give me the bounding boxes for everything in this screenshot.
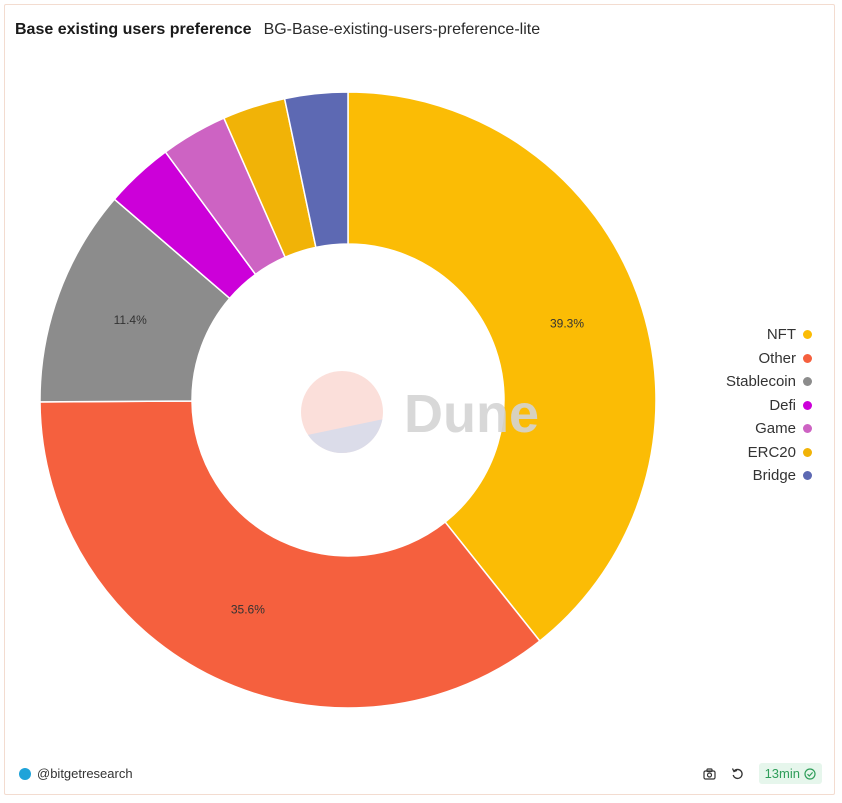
slice-stablecoin[interactable] (39, 198, 231, 403)
refresh-time: 13min (764, 766, 800, 781)
footer-actions: 13min (691, 763, 822, 784)
legend-item-other[interactable]: Other (652, 347, 812, 371)
chart-legend: NFT Other Stablecoin Defi Game ERC20 Bridge (652, 323, 812, 488)
watermark-text: Dune (404, 384, 539, 444)
legend-label: Defi (769, 396, 796, 414)
legend-swatch (803, 424, 812, 434)
legend-item-defi[interactable]: Defi (652, 394, 812, 418)
legend-item-stablecoin[interactable]: Stablecoin (652, 370, 812, 394)
check-circle-icon (804, 767, 816, 780)
slice-label-stablecoin: 11.4% (114, 313, 147, 327)
legend-item-erc20[interactable]: ERC20 (652, 441, 812, 465)
chart-header: Base existing users preference BG-Base-e… (15, 21, 540, 45)
slice-bridge[interactable] (283, 91, 349, 249)
refresh-badge[interactable]: 13min (758, 763, 822, 784)
slice-other[interactable] (39, 400, 541, 709)
legend-swatch (803, 330, 812, 340)
legend-swatch (803, 377, 812, 387)
dune-watermark: Dune (301, 371, 539, 453)
query-name[interactable]: BG-Base-existing-users-preference-lite (263, 21, 541, 38)
author-avatar (19, 767, 31, 780)
legend-swatch (803, 400, 812, 410)
chart-title: Base existing users preference (15, 21, 252, 38)
legend-label: NFT (766, 326, 796, 344)
legend-swatch (803, 471, 812, 481)
legend-label: Stablecoin (725, 373, 796, 391)
slice-nft[interactable] (347, 91, 657, 643)
legend-label: Other (758, 349, 796, 367)
legend-swatch (803, 447, 812, 457)
slice-label-other: 35.6% (231, 602, 265, 616)
legend-label: ERC20 (747, 443, 796, 461)
slice-label-nft: 39.3% (550, 316, 584, 330)
legend-label: Game (755, 420, 796, 438)
legend-item-bridge[interactable]: Bridge (652, 464, 812, 488)
legend-item-nft[interactable]: NFT (652, 323, 812, 347)
refresh-icon[interactable] (729, 765, 747, 783)
author-name: @bitgetresearch (37, 766, 133, 781)
camera-icon[interactable] (701, 765, 719, 783)
legend-swatch (803, 353, 812, 363)
legend-item-game[interactable]: Game (652, 417, 812, 441)
author-link[interactable]: @bitgetresearch (19, 766, 133, 781)
legend-label: Bridge (752, 467, 796, 485)
watermark-logo-bottom (307, 419, 383, 453)
